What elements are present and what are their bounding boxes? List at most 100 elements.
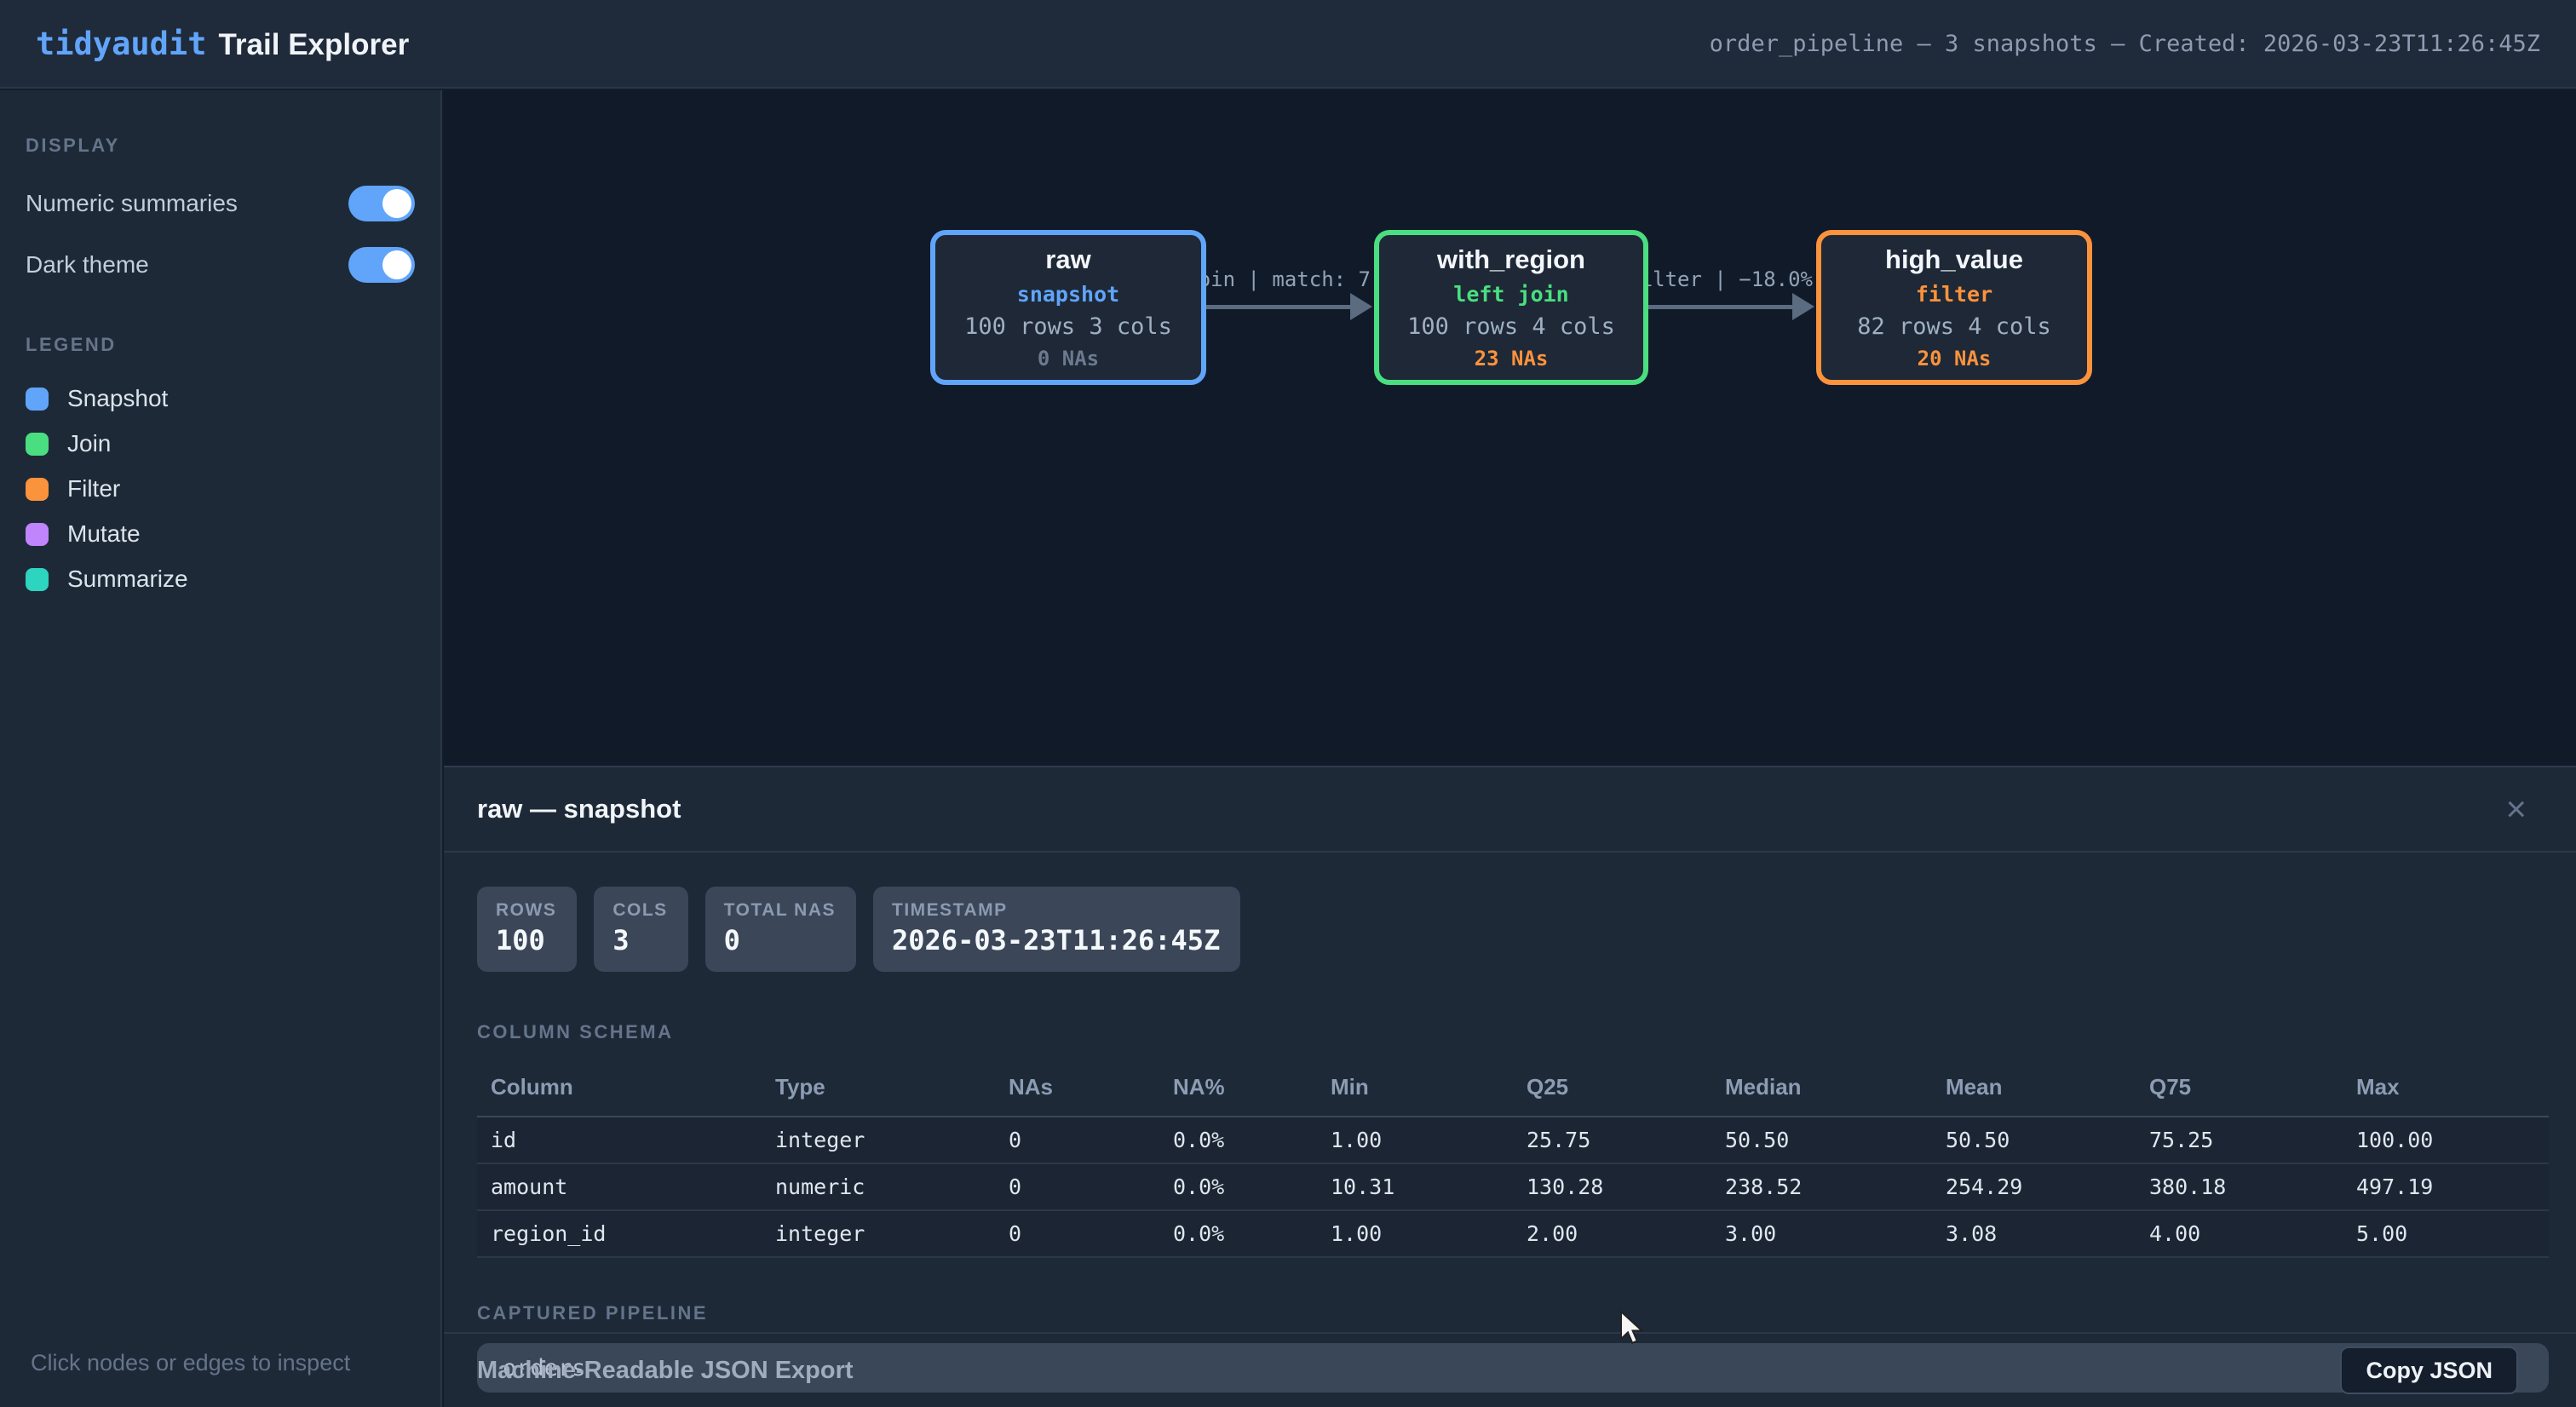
app-logo: tidyaudit Trail Explorer	[36, 26, 409, 62]
stat-card: ROWS 100	[477, 887, 578, 972]
close-icon[interactable]: ×	[2505, 789, 2527, 829]
legend-label: Filter	[67, 475, 121, 502]
table-cell: 3.00	[1711, 1210, 1932, 1258]
pipeline-canvas[interactable]: raw snapshot 100 rows 3 cols 0 NAs with_…	[444, 90, 2576, 766]
top-bar: tidyaudit Trail Explorer order_pipeline …	[0, 0, 2576, 89]
stat-value: 100	[496, 924, 545, 956]
stat-label: COLS	[612, 900, 668, 920]
table-cell: 1.00	[1317, 1117, 1513, 1164]
node-title: with_region	[1437, 244, 1585, 274]
table-cell: 497.19	[2343, 1163, 2549, 1211]
display-toggle-list: Numeric summaries Dark theme	[26, 186, 415, 283]
pipeline-code-box: orders	[477, 1343, 2549, 1393]
toggle-label: Dark theme	[26, 251, 149, 278]
table-cell: 2.00	[1513, 1210, 1711, 1258]
table-cell: numeric	[762, 1163, 995, 1211]
schema-column-header: Q75	[2136, 1065, 2343, 1117]
legend-label: Mutate	[67, 520, 141, 547]
legend-label: Snapshot	[67, 385, 169, 411]
legend-item: Summarize	[26, 566, 415, 593]
table-cell: 380.18	[2136, 1163, 2343, 1211]
table-cell: integer	[762, 1117, 995, 1164]
legend-list: Snapshot Join Filter Mutate Summarize	[26, 385, 415, 593]
table-cell: 254.29	[1932, 1163, 2136, 1211]
stat-value: 2026-03-23T11:26:45Z	[892, 924, 1221, 956]
table-cell: region_id	[477, 1210, 762, 1258]
node-title: raw	[1045, 244, 1091, 274]
table-cell: 0	[995, 1210, 1159, 1258]
toggle-switch[interactable]	[348, 247, 415, 283]
node-operation: snapshot	[1016, 282, 1120, 307]
table-cell: 10.31	[1317, 1163, 1513, 1211]
pipeline-node[interactable]: raw snapshot 100 rows 3 cols 0 NAs	[930, 230, 1206, 385]
stat-label: TIMESTAMP	[892, 900, 1008, 920]
legend-section-title: LEGEND	[26, 334, 117, 355]
table-cell: 0.0%	[1159, 1163, 1317, 1211]
legend-label: Join	[67, 430, 112, 457]
sidebar-hint: Click nodes or edges to inspect	[31, 1350, 351, 1375]
stat-value: 3	[612, 924, 630, 956]
legend-item: Mutate	[26, 520, 415, 548]
legend-item: Join	[26, 430, 415, 457]
node-operation: filter	[1915, 282, 1993, 307]
legend-label: Summarize	[67, 566, 188, 592]
legend-swatch-icon	[26, 522, 49, 546]
stat-card: COLS 3	[594, 887, 688, 972]
pipeline-node[interactable]: with_region left join 100 rows 4 cols 23…	[1374, 230, 1648, 385]
node-na-count: 0 NAs	[1037, 347, 1100, 370]
table-cell: integer	[762, 1210, 995, 1258]
app-title: Trail Explorer	[218, 27, 410, 61]
copy-json-button[interactable]: Copy JSON	[2340, 1347, 2518, 1394]
edge-line[interactable]	[1648, 305, 1799, 309]
node-dimensions: 82 rows 4 cols	[1857, 313, 2051, 340]
table-cell: 75.25	[2136, 1117, 2343, 1164]
display-section-title: DISPLAY	[26, 135, 120, 156]
table-cell: amount	[477, 1163, 762, 1211]
legend-swatch-icon	[26, 567, 49, 591]
pipeline-node[interactable]: high_value filter 82 rows 4 cols 20 NAs	[1816, 230, 2092, 385]
table-cell: 50.50	[1932, 1117, 2136, 1164]
legend-item: Filter	[26, 475, 415, 502]
schema-column-header: Median	[1711, 1065, 1932, 1117]
detail-title: raw — snapshot	[477, 794, 681, 824]
node-dimensions: 100 rows 4 cols	[1407, 313, 1615, 340]
toggle-knob	[382, 250, 411, 279]
edge-label[interactable]: filter | −18.0%	[1628, 267, 1813, 291]
toggle-row: Numeric summaries	[26, 186, 415, 221]
schema-column-header: Mean	[1932, 1065, 2136, 1117]
table-cell: 0.0%	[1159, 1117, 1317, 1164]
table-cell: 0	[995, 1163, 1159, 1211]
node-na-count: 23 NAs	[1474, 347, 1549, 370]
legend-item: Snapshot	[26, 385, 415, 412]
schema-column-header: Q25	[1513, 1065, 1711, 1117]
table-row: id integer 0 0.0% 1.00 25.75 50.50 50.50 75.25 10…	[477, 1117, 2549, 1164]
toggle-row: Dark theme	[26, 247, 415, 283]
edge-arrowhead-icon	[1350, 293, 1372, 320]
stat-label: TOTAL NAS	[723, 900, 837, 920]
node-dimensions: 100 rows 3 cols	[964, 313, 1172, 340]
brand-name: tidyaudit	[36, 25, 207, 62]
schema-column-header: Max	[2343, 1065, 2549, 1117]
schema-section-title: COLUMN SCHEMA	[477, 1021, 674, 1042]
table-cell: 50.50	[1711, 1117, 1932, 1164]
schema-column-header: Min	[1317, 1065, 1513, 1117]
export-label: Machine-Readable JSON Export	[477, 1356, 854, 1384]
stat-label: ROWS	[496, 900, 557, 920]
table-cell: id	[477, 1117, 762, 1164]
table-row: amount numeric 0 0.0% 10.31 130.28 238.52 254.2…	[477, 1163, 2549, 1211]
edge-label[interactable]: join | match: 7	[1186, 267, 1371, 291]
node-na-count: 20 NAs	[1917, 347, 1992, 370]
edge-line[interactable]	[1206, 305, 1357, 309]
pipeline-section-title: CAPTURED PIPELINE	[477, 1302, 709, 1324]
legend-swatch-icon	[26, 477, 49, 501]
session-info: order_pipeline — 3 snapshots — Created: …	[1709, 30, 2540, 57]
stat-card: TIMESTAMP 2026-03-23T11:26:45Z	[873, 887, 1241, 972]
table-cell: 130.28	[1513, 1163, 1711, 1211]
table-cell: 25.75	[1513, 1117, 1711, 1164]
detail-panel: raw — snapshot × ROWS 100 COLS 3 TOTAL N…	[444, 766, 2576, 1407]
table-row: region_id integer 0 0.0% 1.00 2.00 3.00 3.08 4.0…	[477, 1210, 2549, 1258]
detail-panel-header: raw — snapshot ×	[444, 767, 2576, 853]
stat-value: 0	[723, 924, 740, 956]
toggle-switch[interactable]	[348, 186, 415, 221]
table-cell: 238.52	[1711, 1163, 1932, 1211]
